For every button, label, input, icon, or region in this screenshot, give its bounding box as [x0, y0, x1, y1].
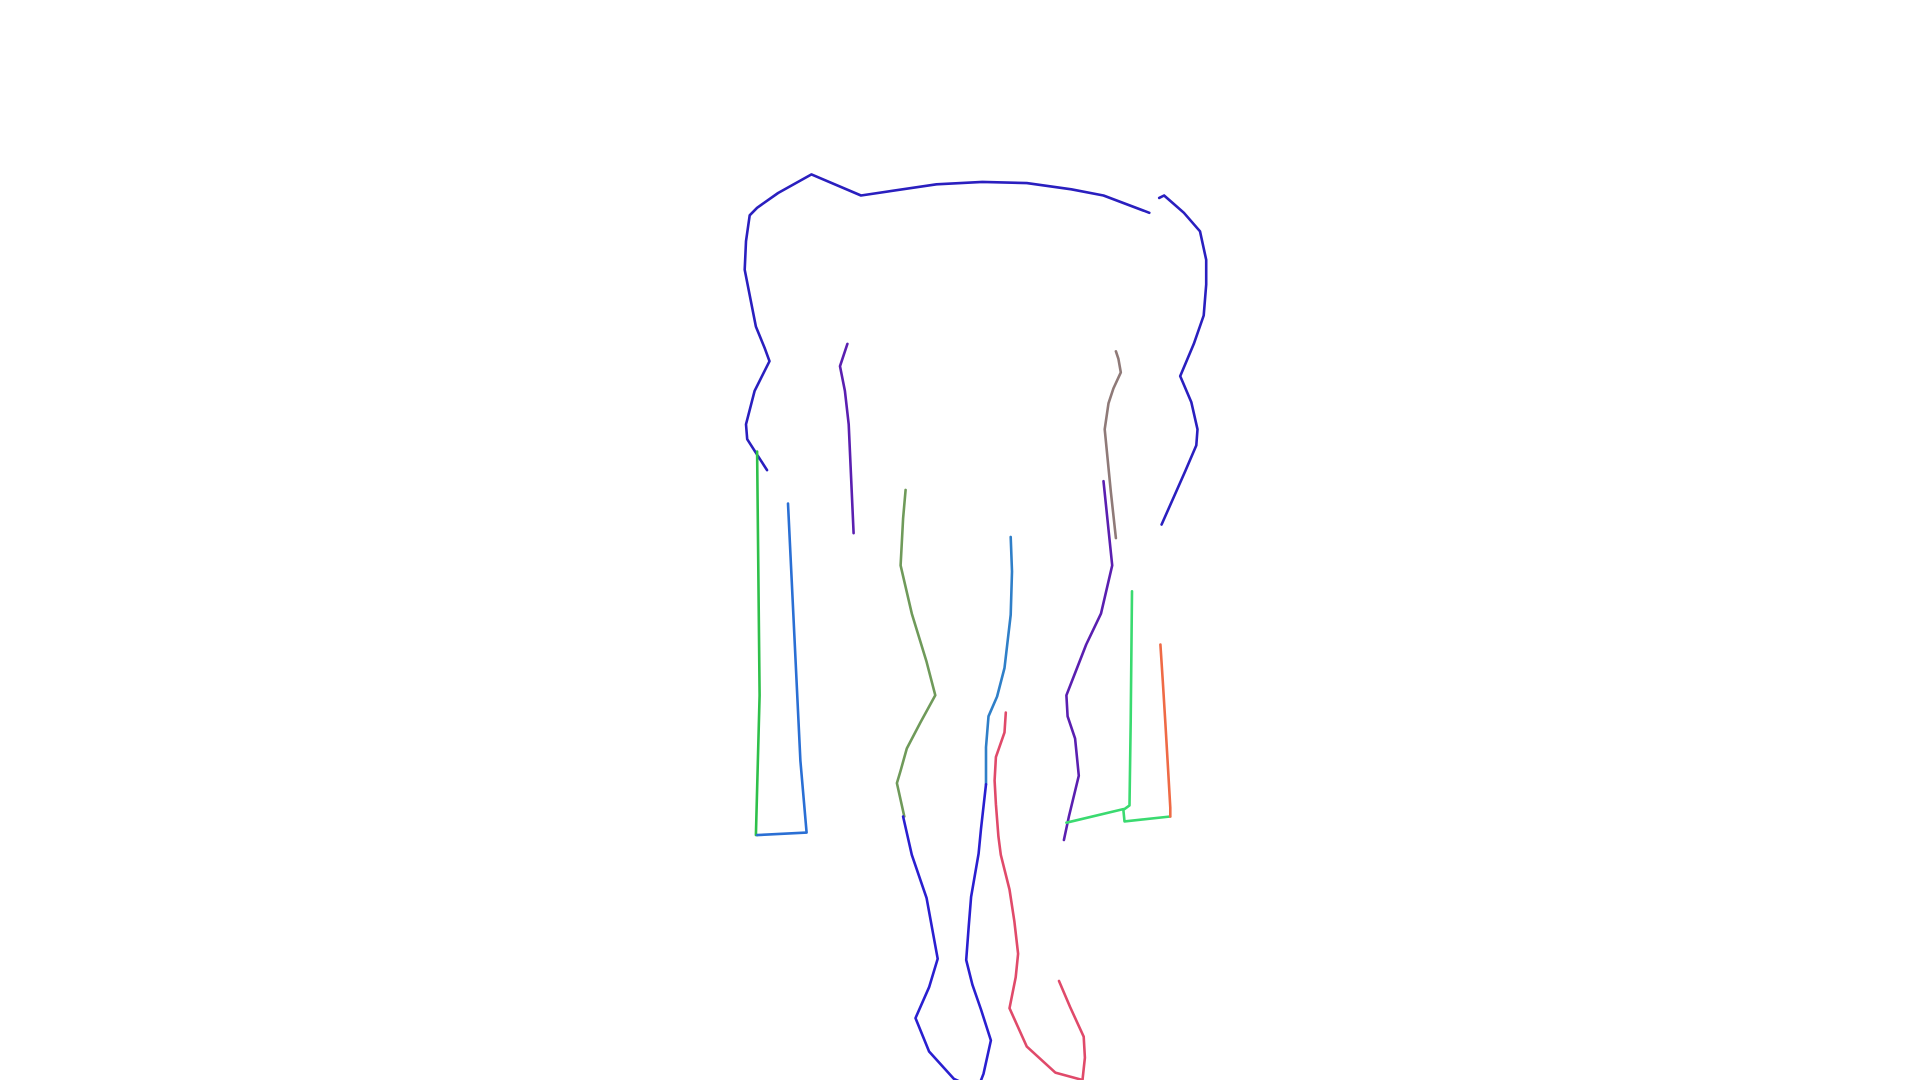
outline-right-shoulder-stroke	[1157, 194, 1208, 526]
right-rectangle-edge-stroke	[1159, 643, 1172, 818]
inner-left-leg-upper-stroke	[895, 488, 937, 818]
left-rectangle-outer-stroke	[754, 450, 761, 837]
right-leg-outline-stroke	[1062, 479, 1114, 842]
right-rectangle-stroke	[1065, 807, 1172, 825]
left-foot-stroke	[901, 782, 993, 1084]
left-rectangle-inner-stroke	[755, 502, 808, 837]
right-rectangle-stroke	[1123, 589, 1134, 811]
right-leg-inner-stroke	[993, 711, 1087, 1082]
inner-left-arm-stroke	[838, 342, 855, 535]
inner-leg-stroke	[984, 535, 1014, 786]
inner-right-arm-stroke	[1103, 349, 1123, 540]
outline-head-shoulders-stroke	[743, 173, 1151, 472]
